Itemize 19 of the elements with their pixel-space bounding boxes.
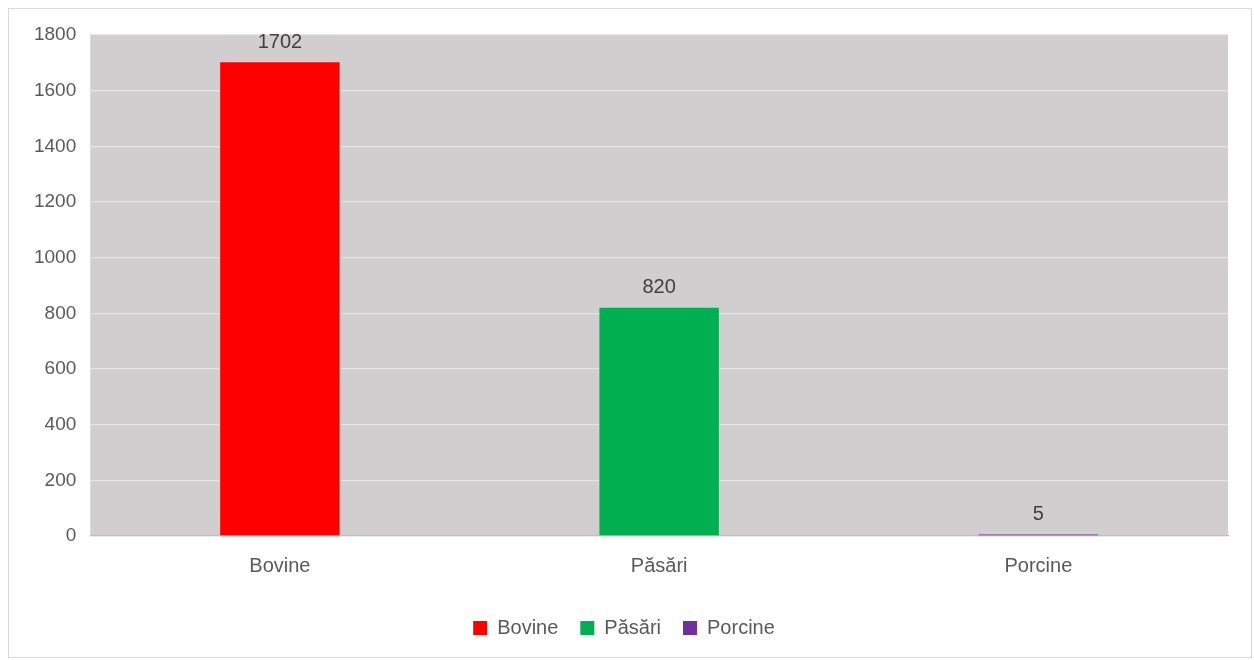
y-tick-label: 800 [44, 301, 77, 323]
x-tick-label: Păsări [630, 553, 688, 576]
y-tick-label: 200 [44, 468, 77, 490]
y-tick-label: 1800 [33, 23, 77, 45]
x-tick-label: Bovine [249, 553, 311, 576]
legend-label: Porcine [707, 615, 775, 638]
y-tick-label: 1000 [33, 245, 77, 267]
y-tick-label: 600 [44, 357, 77, 379]
y-tick-label: 0 [65, 524, 77, 546]
y-tick-label: 1400 [33, 134, 77, 156]
data-label: 5 [1032, 502, 1044, 525]
legend-label: Păsări [604, 615, 662, 638]
data-label: 820 [642, 275, 676, 298]
data-label: 1702 [257, 29, 303, 52]
x-tick-label: Porcine [1004, 553, 1073, 576]
y-tick-label: 400 [44, 412, 77, 434]
y-tick-label: 1600 [33, 78, 77, 100]
legend-label: Bovine [497, 615, 559, 638]
y-tick-label: 1200 [33, 190, 77, 212]
